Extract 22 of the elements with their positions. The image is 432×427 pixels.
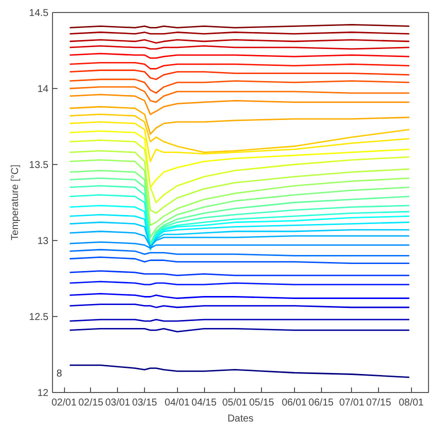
x-tick-label: 03/15: [132, 398, 158, 408]
y-tick-label: 13: [37, 236, 49, 247]
x-tick-label: 08/01: [398, 398, 424, 408]
y-tick-label: 14.5: [29, 8, 49, 19]
x-tick-label: 03/01: [105, 398, 131, 408]
y-tick-label: 12.5: [29, 312, 49, 323]
x-tick-label: 07/01: [339, 398, 365, 408]
y-tick-label: 12: [37, 388, 49, 399]
y-axis-title: Temperature [°C]: [10, 164, 22, 240]
annotation: 8: [56, 368, 62, 380]
x-tick-label: 04/15: [192, 398, 217, 408]
x-tick-label: 05/15: [249, 398, 275, 408]
x-tick-label: 04/01: [164, 398, 190, 408]
y-tick-label: 13.5: [29, 160, 49, 171]
x-axis-title: Dates: [227, 414, 254, 424]
x-tick-label: 06/01: [282, 398, 308, 408]
x-tick-label: 07/15: [366, 398, 392, 408]
x-tick-label: 02/15: [78, 398, 104, 408]
y-tick-label: 14: [37, 84, 49, 95]
x-tick-label: 06/15: [308, 398, 334, 408]
x-tick-label: 05/01: [222, 398, 248, 408]
x-tick-label: 02/01: [52, 398, 77, 408]
